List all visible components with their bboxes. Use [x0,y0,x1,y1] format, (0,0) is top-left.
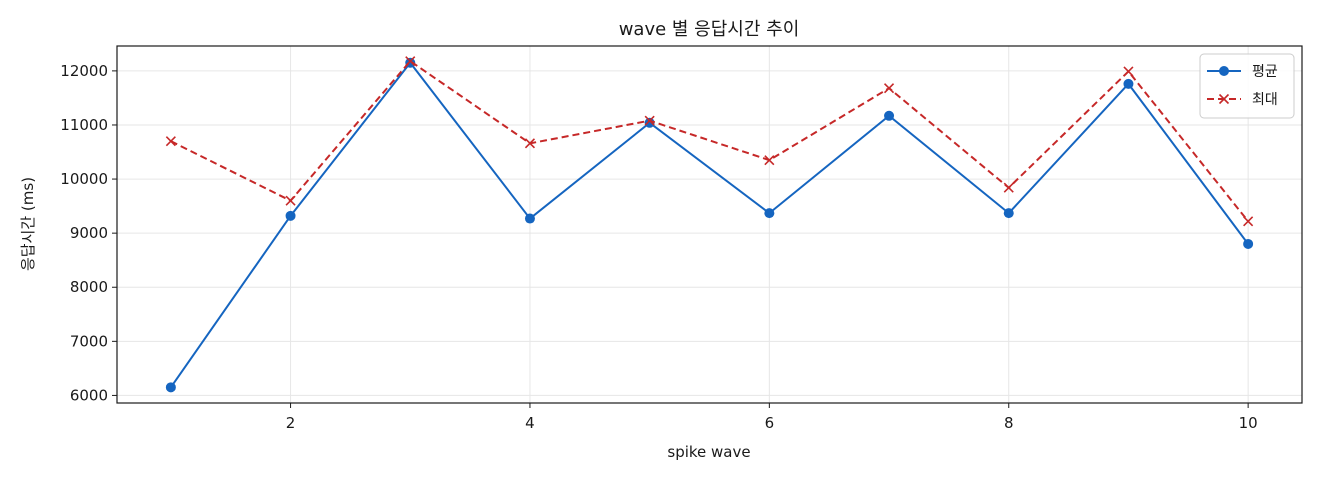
series-layer [165,56,1254,393]
legend-label: 평균 [1252,64,1278,80]
marker-stroke [165,136,176,147]
data-point-평균 [1003,208,1014,219]
data-point-평균 [285,210,296,221]
marker-stroke [1123,66,1134,77]
marker-stroke [764,155,775,166]
series-최대 [165,56,1254,227]
marker-stroke [524,138,536,149]
y-tick-label: 7000 [70,332,108,350]
marker-stroke [1218,93,1230,105]
x-tick-label: 2 [286,414,296,432]
marker-stroke [644,115,655,126]
y-axis-label: 응답시간 (ms) [19,177,37,271]
data-point-평균 [644,117,655,128]
y-tick-label: 11000 [60,116,108,134]
marker-stroke [285,195,296,206]
data-point-평균 [764,208,775,219]
y-axis-ticks: 6000 7000 8000 9000 10000 11000 12000 [60,62,117,404]
x-tick-label: 6 [765,414,775,432]
data-point-최대 [1218,93,1230,105]
x-axis-label: spike wave [667,443,750,461]
data-point-최대 [764,155,775,166]
marker-stroke [883,83,895,94]
legend-box [1199,53,1295,119]
series-line-평균 [170,61,1249,388]
data-point-최대 [1243,216,1254,227]
data-point-최대 [285,195,296,206]
x-tick-label: 8 [1004,414,1014,432]
data-point-평균 [1123,78,1134,89]
data-point-최대 [165,136,176,147]
marker-stroke [405,56,416,67]
grid-lines [117,46,1302,403]
y-tick-label: 12000 [60,62,108,80]
data-point-평균 [165,382,176,393]
marker-stroke [1003,182,1014,193]
data-point-최대 [644,115,655,126]
data-point-평균 [1243,238,1254,249]
series-평균 [165,57,1254,393]
data-point-최대 [1123,66,1134,77]
x-axis-ticks: 2 4 6 8 10 [286,403,1258,432]
data-point-평균 [884,110,895,121]
data-point-최대 [405,56,416,67]
data-point-평균 [524,213,535,224]
y-tick-label: 9000 [70,224,108,242]
x-tick-label: 4 [525,414,535,432]
data-point-최대 [883,83,895,94]
data-point-평균 [1219,66,1229,76]
marker-stroke [1243,216,1254,227]
data-point-최대 [524,138,536,149]
y-tick-label: 6000 [70,386,108,404]
x-tick-label: 10 [1239,414,1258,432]
series-line-최대 [170,60,1249,222]
legend-label: 최대 [1252,92,1278,108]
plot-frame [116,45,1303,404]
chart-title: wave 별 응답시간 추이 [619,19,800,40]
y-tick-label: 8000 [70,278,108,296]
y-tick-label: 10000 [60,170,108,188]
data-point-최대 [1003,182,1014,193]
